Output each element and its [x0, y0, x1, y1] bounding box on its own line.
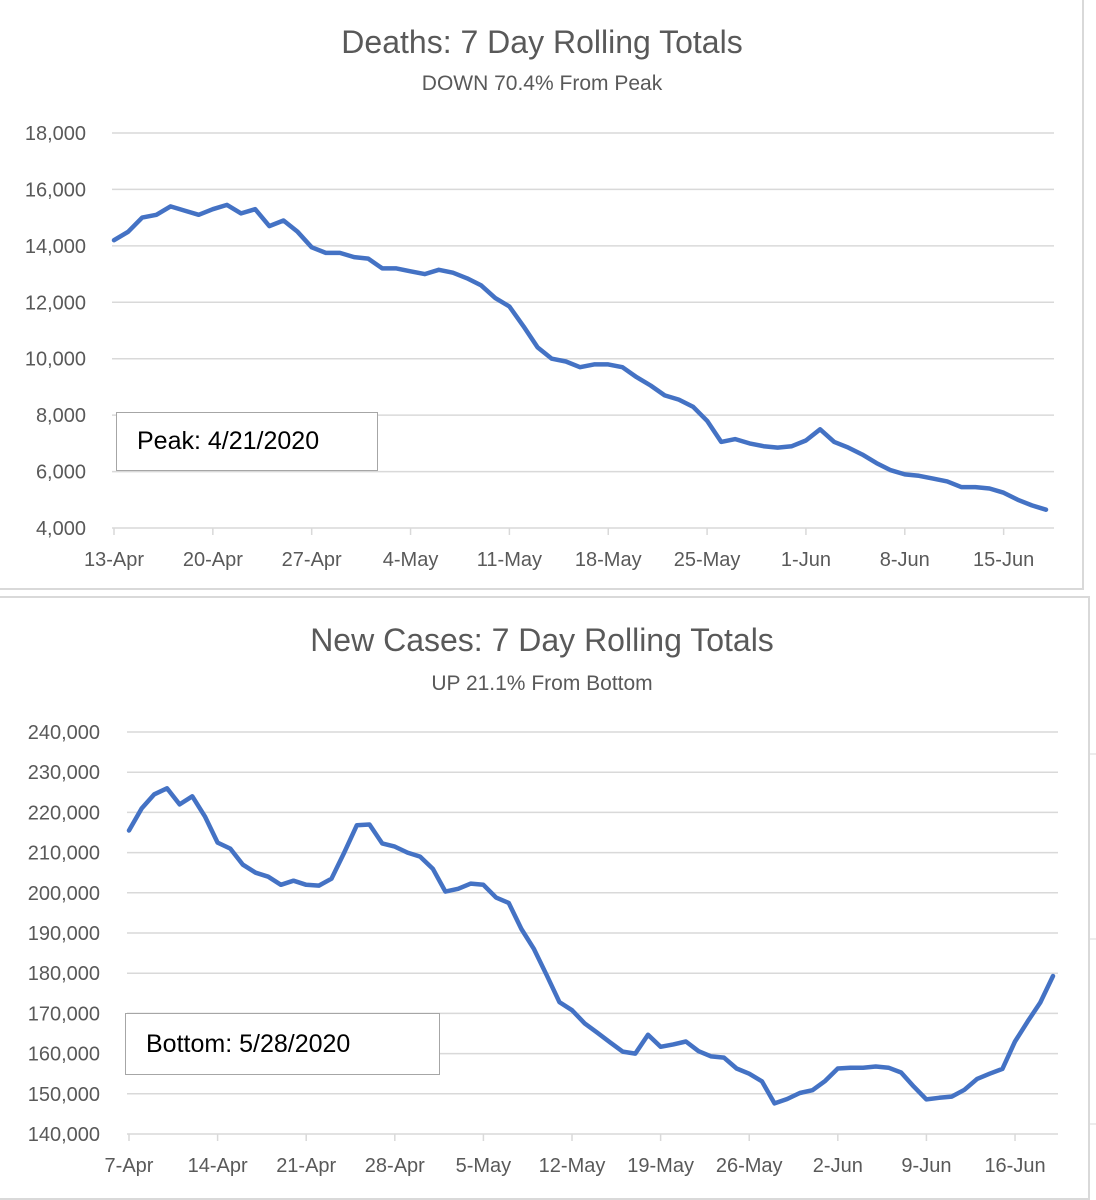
sheet-edge: [1084, 0, 1096, 592]
deaths-ytick-label: 10,000: [25, 349, 86, 371]
cases-bottom-annotation: Bottom: 5/28/2020: [125, 1013, 440, 1075]
deaths-ytick-label: 16,000: [25, 179, 86, 201]
deaths-xtick-label: 1-Jun: [781, 549, 831, 571]
deaths-chart-subtitle: DOWN 70.4% From Peak: [421, 72, 663, 95]
deaths-ytick-label: 14,000: [25, 236, 86, 258]
cases-xtick-label: 12-May: [539, 1155, 606, 1177]
cases-ytick-label: 230,000: [28, 762, 100, 784]
deaths-ytick-label: 18,000: [25, 123, 86, 145]
cases-ytick-label: 240,000: [28, 722, 100, 744]
cases-xtick-label: 9-Jun: [901, 1155, 951, 1177]
cases-ytick-label: 160,000: [28, 1044, 100, 1066]
deaths-xtick-label: 13-Apr: [84, 549, 144, 571]
deaths-peak-annotation: Peak: 4/21/2020: [116, 412, 378, 471]
cases-chart-plot: 140,000 150,000 160,000 170,000 180,000 190,0…: [28, 722, 1096, 1177]
cases-xtick-label: 5-May: [456, 1155, 512, 1177]
cases-ytick-label: 140,000: [28, 1124, 100, 1146]
cases-xtick-label: 28-Apr: [365, 1155, 425, 1177]
cases-ytick-label: 180,000: [28, 963, 100, 985]
deaths-ytick-label: 8,000: [36, 405, 86, 427]
deaths-chart-plot: 4,000 6,000 8,000 10,000 12,000 14,000 16,000 1…: [25, 59, 1096, 571]
deaths-ytick-label: 12,000: [25, 292, 86, 314]
cases-ytick-label: 190,000: [28, 923, 100, 945]
cases-ytick-label: 220,000: [28, 802, 100, 824]
cases-chart-frame: [0, 596, 1090, 1200]
deaths-xtick-label: 4-May: [383, 549, 439, 571]
cases-ytick-label: 210,000: [28, 843, 100, 865]
cases-xtick-label: 14-Apr: [188, 1155, 248, 1177]
deaths-xtick-label: 18-May: [575, 549, 642, 571]
cases-ytick-label: 150,000: [28, 1084, 100, 1106]
cases-chart-panel: New Cases: 7 Day Rolling Totals UP 21.1%…: [0, 594, 1096, 1200]
deaths-xtick-label: 25-May: [674, 549, 741, 571]
cases-xtick-label: 19-May: [627, 1155, 694, 1177]
deaths-xtick-label: 8-Jun: [880, 549, 930, 571]
cases-xtick-label: 2-Jun: [813, 1155, 863, 1177]
cases-xtick-label: 16-Jun: [984, 1155, 1045, 1177]
deaths-xtick-label: 20-Apr: [183, 549, 243, 571]
deaths-chart-panel: Deaths: 7 Day Rolling Totals DOWN 70.4% …: [0, 0, 1096, 592]
deaths-ytick-label: 6,000: [36, 462, 86, 484]
deaths-chart-title: Deaths: 7 Day Rolling Totals: [341, 24, 743, 60]
deaths-xtick-label: 11-May: [477, 549, 542, 571]
deaths-xtick-label: 27-Apr: [282, 549, 342, 571]
cases-chart-subtitle: UP 21.1% From Bottom: [431, 672, 653, 695]
cases-ytick-label: 170,000: [28, 1003, 100, 1025]
deaths-ytick-label: 4,000: [36, 518, 86, 540]
cases-xtick-label: 21-Apr: [276, 1155, 336, 1177]
cases-xtick-label: 26-May: [716, 1155, 783, 1177]
deaths-xtick-label: 15-Jun: [973, 549, 1034, 571]
deaths-series-line: [111, 202, 1049, 512]
cases-xtick-label: 7-Apr: [105, 1155, 154, 1177]
deaths-chart-frame: [0, 0, 1084, 590]
cases-series-line: [126, 786, 1056, 1106]
cases-chart-title: New Cases: 7 Day Rolling Totals: [310, 622, 774, 658]
cases-ytick-label: 200,000: [28, 883, 100, 905]
